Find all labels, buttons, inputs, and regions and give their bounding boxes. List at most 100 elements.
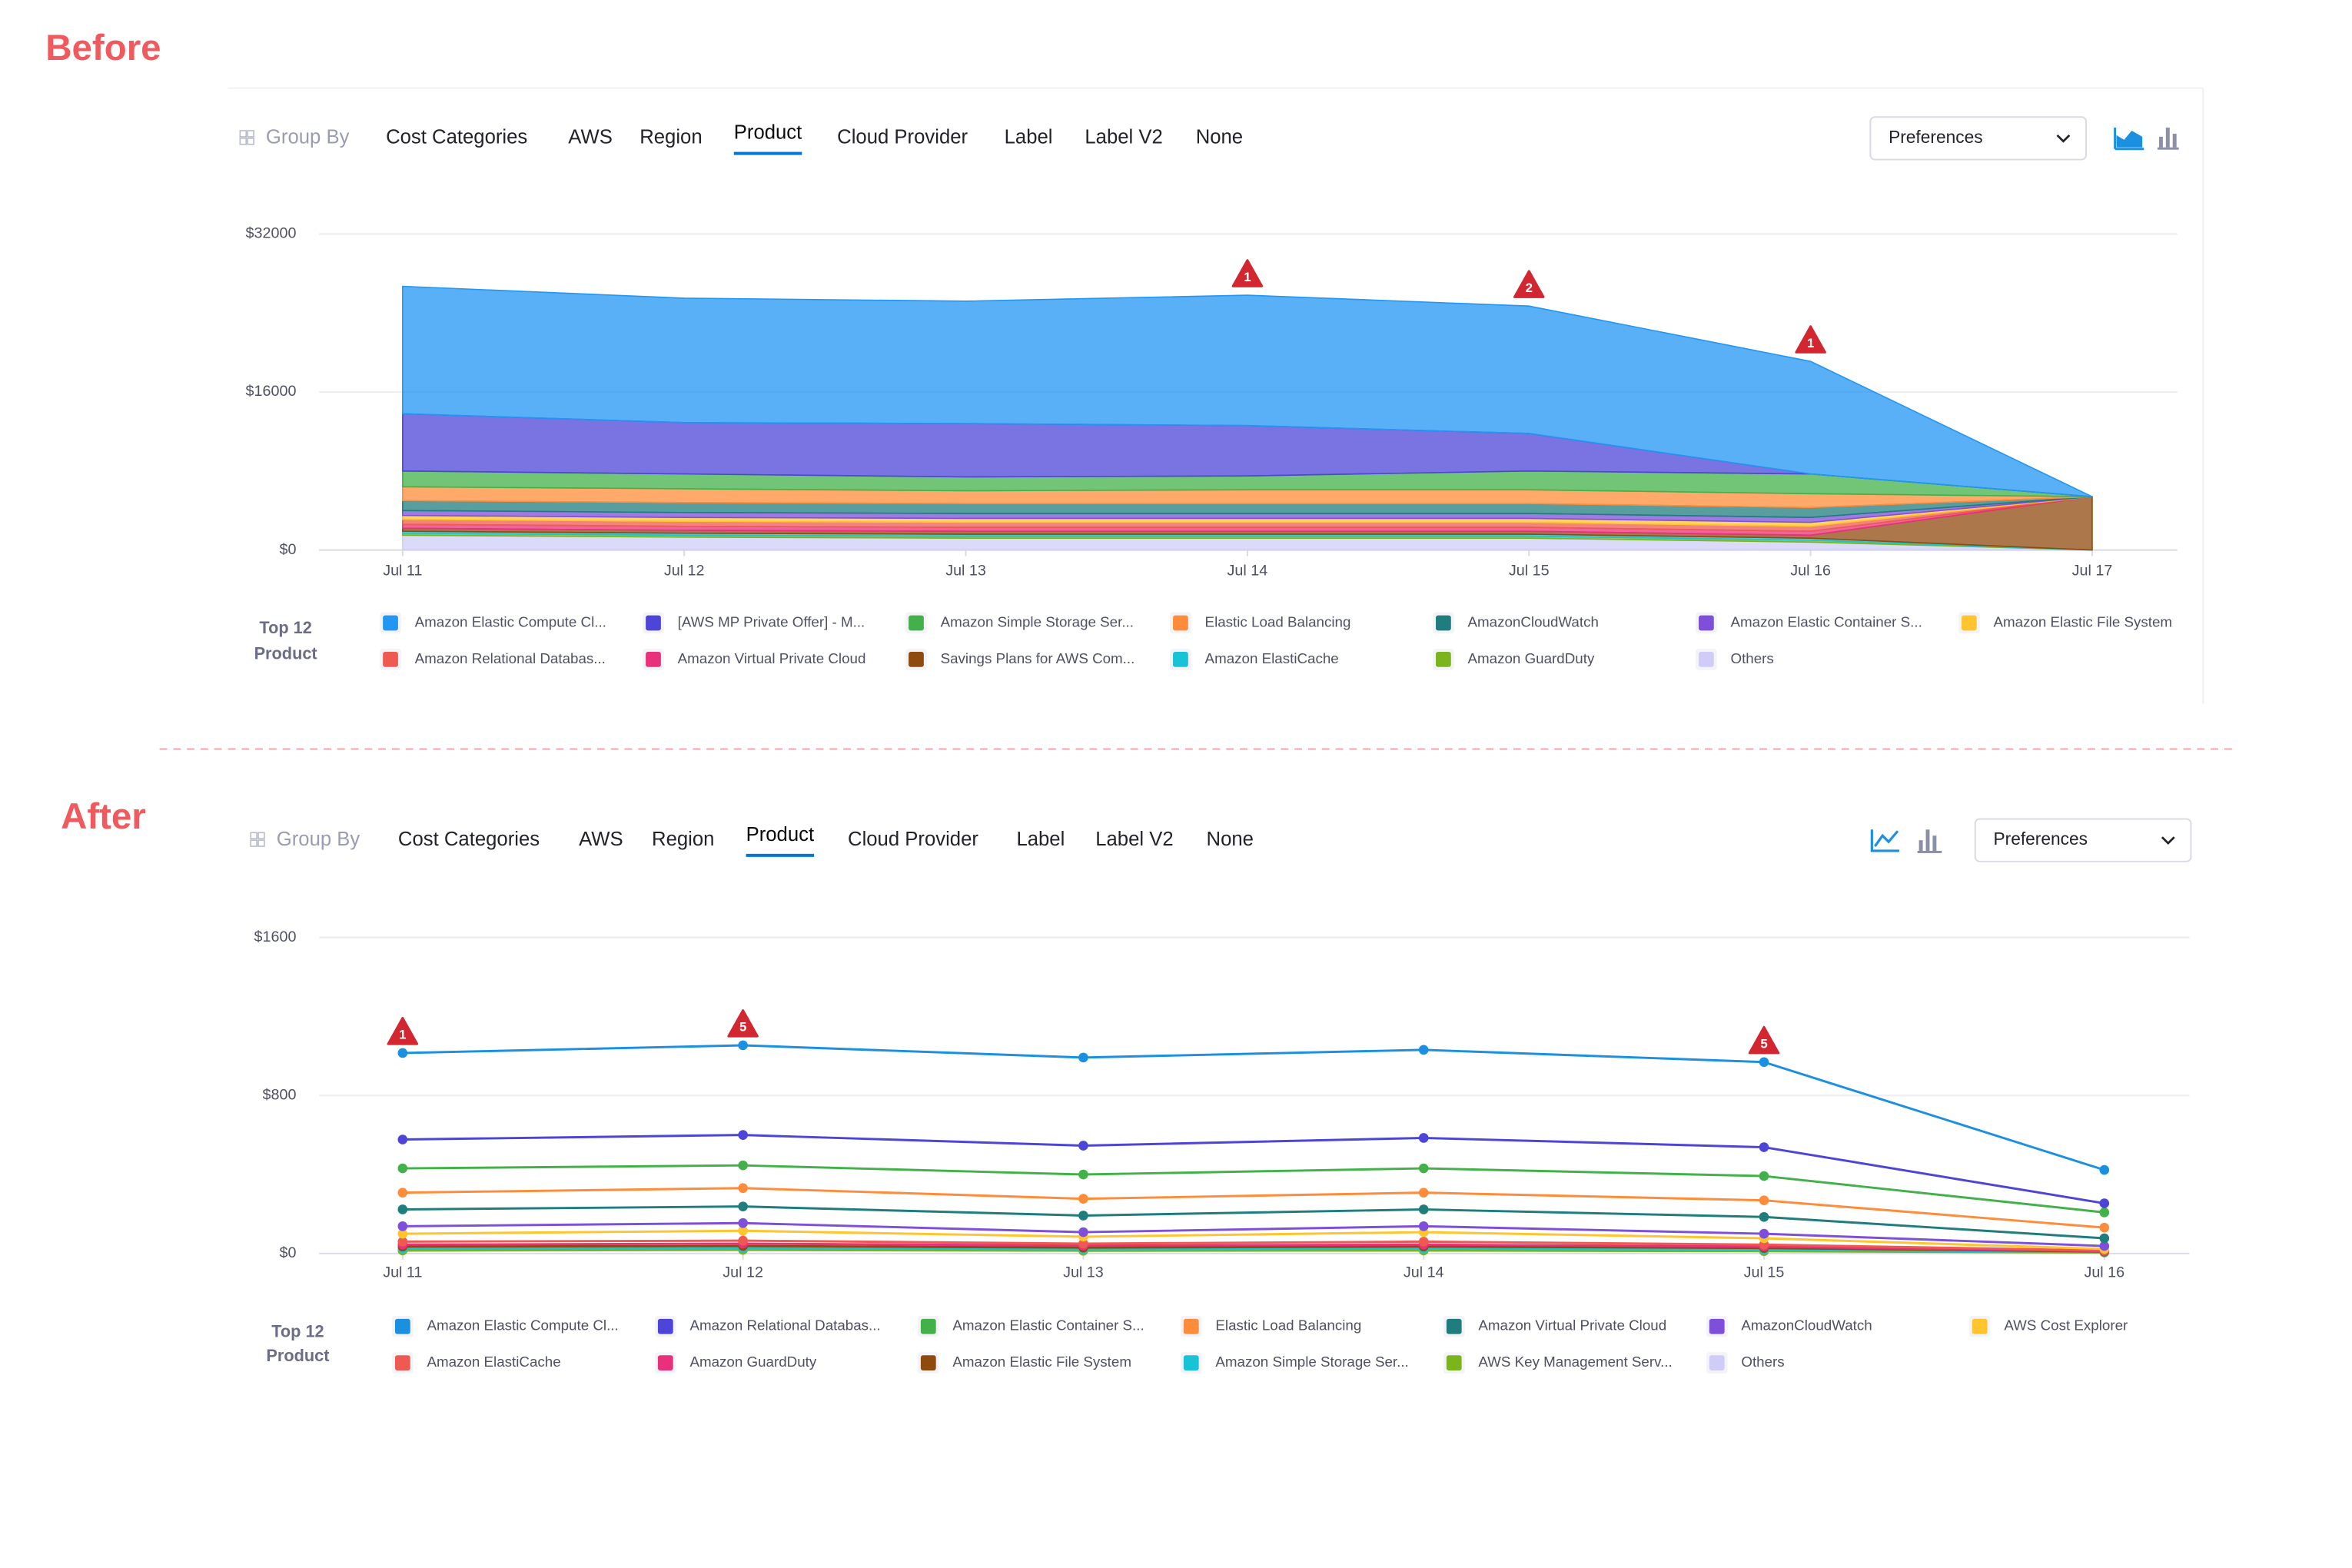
legend-label[interactable]: Amazon Elastic File System — [1993, 613, 2172, 630]
point[interactable] — [397, 1163, 408, 1174]
legend-label[interactable]: Amazon Simple Storage Ser... — [1215, 1354, 1408, 1370]
point[interactable] — [2099, 1241, 2110, 1251]
anomaly-marker[interactable] — [1513, 270, 1545, 298]
point[interactable] — [397, 1204, 408, 1214]
point[interactable] — [397, 1048, 408, 1058]
point[interactable] — [738, 1201, 748, 1211]
point[interactable] — [1418, 1237, 1429, 1247]
point[interactable] — [1078, 1194, 1088, 1204]
point[interactable] — [397, 1237, 408, 1247]
legend-label[interactable]: Amazon Elastic Compute Cl... — [427, 1317, 618, 1334]
point[interactable] — [1418, 1045, 1429, 1055]
point[interactable] — [1759, 1057, 1769, 1068]
point[interactable] — [1078, 1238, 1088, 1249]
point[interactable] — [397, 1221, 408, 1231]
legend-label[interactable]: Amazon Elastic Container S... — [952, 1317, 1144, 1334]
x-tick-label: Jul 14 — [1227, 562, 1268, 579]
legend-label[interactable]: Amazon Elastic Container S... — [1731, 613, 1922, 630]
anomaly-marker[interactable] — [1748, 1025, 1780, 1055]
legend-label[interactable]: Amazon GuardDuty — [1468, 650, 1595, 666]
legend-label[interactable]: Amazon ElastiCache — [1205, 650, 1339, 666]
area — [402, 285, 2093, 497]
legend-label[interactable]: Amazon Elastic File System — [952, 1354, 1131, 1370]
group-by-option[interactable]: Cost Categories — [386, 127, 527, 148]
group-by-option[interactable]: Product — [746, 824, 815, 845]
point[interactable] — [2099, 1198, 2110, 1208]
point[interactable] — [1078, 1141, 1088, 1151]
point[interactable] — [1418, 1163, 1429, 1174]
anomaly-marker[interactable] — [1795, 325, 1826, 354]
legend-label[interactable]: Amazon Elastic Compute Cl... — [415, 613, 606, 630]
point[interactable] — [397, 1228, 408, 1239]
group-by-option[interactable]: Label — [1005, 127, 1053, 148]
group-by-option[interactable]: AWS — [568, 127, 613, 148]
group-by-option[interactable]: None — [1207, 829, 1254, 850]
group-by-option[interactable]: Label V2 — [1085, 127, 1162, 148]
point[interactable] — [1759, 1195, 1769, 1206]
anomaly-marker[interactable] — [387, 1017, 419, 1045]
group-by-option[interactable]: Cloud Provider — [837, 127, 968, 148]
point[interactable] — [1418, 1221, 1429, 1231]
legend-label[interactable]: Savings Plans for AWS Com... — [941, 650, 1135, 666]
group-by-option[interactable]: Label V2 — [1095, 829, 1173, 850]
legend-label[interactable]: AWS Cost Explorer — [2004, 1317, 2128, 1334]
legend-label[interactable]: Elastic Load Balancing — [1205, 613, 1351, 630]
point[interactable] — [738, 1225, 748, 1236]
legend-label[interactable]: Others — [1731, 650, 1774, 666]
point[interactable] — [738, 1160, 748, 1171]
legend-label[interactable]: Amazon ElastiCache — [427, 1354, 560, 1370]
legend-label[interactable]: Amazon Relational Databas... — [415, 650, 606, 666]
legend-label[interactable]: Amazon Relational Databas... — [689, 1317, 880, 1334]
anomaly-marker[interactable] — [727, 1009, 759, 1038]
legend-label[interactable]: Amazon Simple Storage Ser... — [941, 613, 1134, 630]
preferences-dropdown[interactable] — [1974, 818, 2192, 862]
legend-label[interactable]: Others — [1741, 1354, 1784, 1370]
bar-chart-toggle[interactable] — [1917, 829, 1942, 853]
point[interactable] — [1759, 1228, 1769, 1239]
point[interactable] — [1759, 1211, 1769, 1222]
group-by-option[interactable]: None — [1196, 127, 1243, 148]
group-by-option[interactable]: AWS — [579, 829, 623, 850]
point[interactable] — [2099, 1208, 2110, 1218]
point[interactable] — [738, 1040, 748, 1051]
bar-chart-toggle[interactable] — [2157, 128, 2179, 150]
group-by-option[interactable]: Cost Categories — [398, 829, 540, 850]
legend-label[interactable]: Amazon Virtual Private Cloud — [1478, 1317, 1666, 1334]
anomaly-marker[interactable] — [1231, 259, 1264, 287]
line-chart-toggle[interactable] — [1870, 829, 1899, 852]
x-tick-label: Jul 13 — [1063, 1264, 1104, 1281]
point[interactable] — [738, 1183, 748, 1194]
point[interactable] — [1078, 1052, 1088, 1063]
point[interactable] — [1418, 1188, 1429, 1198]
point[interactable] — [1418, 1204, 1429, 1214]
legend-label[interactable]: Amazon Virtual Private Cloud — [678, 650, 866, 666]
point[interactable] — [2099, 1233, 2110, 1244]
point[interactable] — [1759, 1142, 1769, 1152]
point[interactable] — [2099, 1164, 2110, 1175]
preferences-dropdown[interactable] — [1869, 116, 2088, 161]
legend-label[interactable]: AmazonCloudWatch — [1468, 613, 1599, 630]
legend-label[interactable]: AmazonCloudWatch — [1741, 1317, 1872, 1334]
group-by-option[interactable]: Label — [1016, 829, 1065, 850]
point[interactable] — [1418, 1133, 1429, 1143]
point[interactable] — [1078, 1169, 1088, 1180]
area-chart-toggle[interactable] — [2114, 128, 2144, 151]
legend-label[interactable]: [AWS MP Private Offer] - M... — [678, 613, 865, 630]
point[interactable] — [2099, 1222, 2110, 1233]
point[interactable] — [397, 1134, 408, 1144]
point[interactable] — [1078, 1227, 1088, 1237]
group-by-option[interactable]: Region — [639, 127, 702, 148]
point[interactable] — [738, 1130, 748, 1140]
legend-label[interactable]: AWS Key Management Serv... — [1478, 1354, 1672, 1370]
point[interactable] — [738, 1235, 748, 1246]
point[interactable] — [738, 1218, 748, 1228]
point[interactable] — [397, 1188, 408, 1198]
group-by-option[interactable]: Region — [652, 829, 714, 850]
group-by-option[interactable]: Cloud Provider — [848, 829, 978, 850]
point[interactable] — [1078, 1211, 1088, 1221]
legend-label[interactable]: Amazon GuardDuty — [689, 1354, 816, 1370]
x-tick-label: Jul 11 — [383, 1264, 422, 1281]
point[interactable] — [1759, 1171, 1769, 1181]
legend-label[interactable]: Elastic Load Balancing — [1215, 1317, 1361, 1334]
group-by-option[interactable]: Product — [734, 122, 802, 144]
